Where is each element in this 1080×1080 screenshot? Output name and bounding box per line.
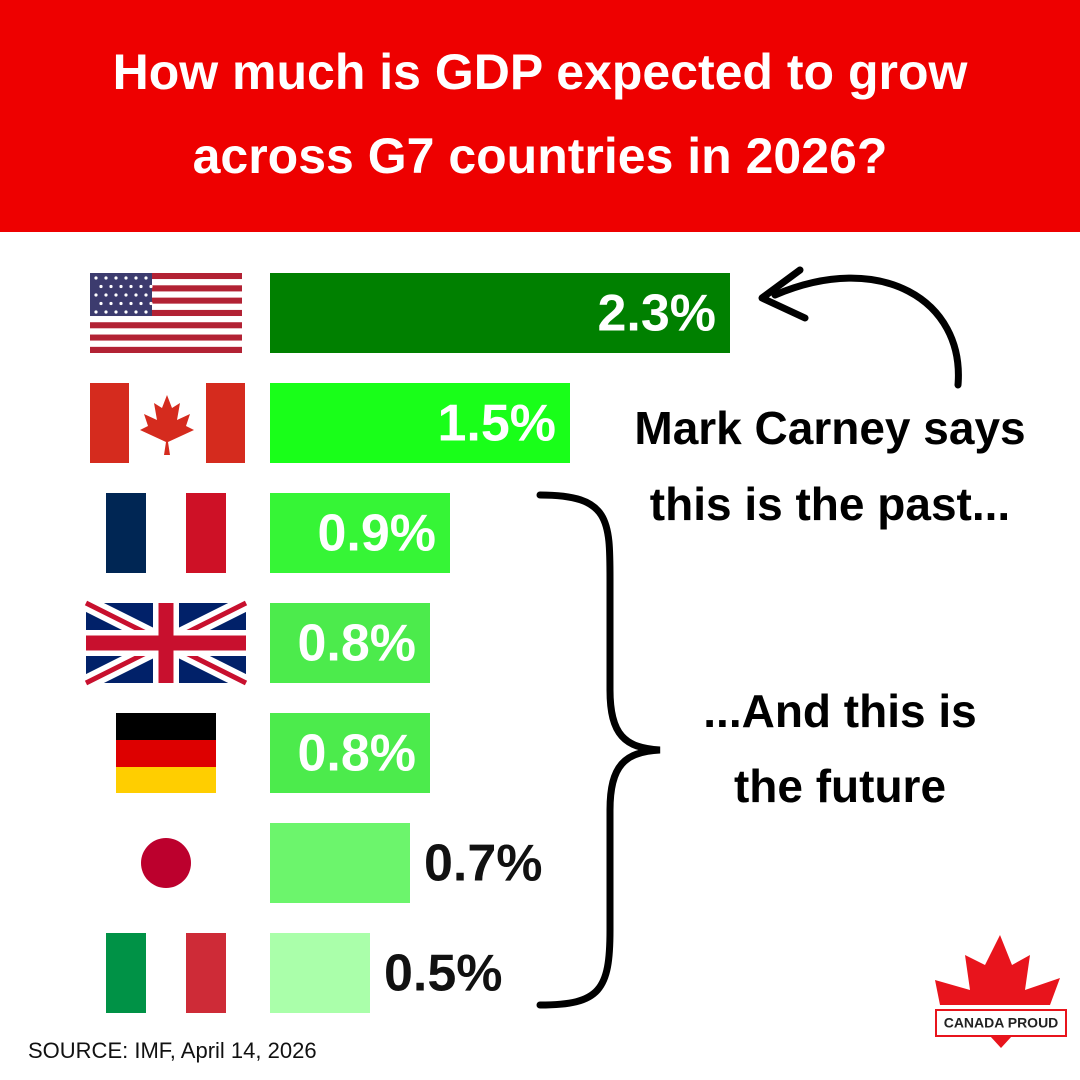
bar: [270, 383, 570, 463]
flags: [82, 273, 250, 1013]
flag-part: [86, 603, 246, 683]
flag-part: [90, 285, 242, 292]
flag-part: [114, 293, 118, 297]
flag-part: [94, 276, 98, 280]
flag-part: [114, 310, 118, 314]
flag-part: [206, 383, 245, 463]
bar: [270, 823, 410, 903]
flag-part: [90, 316, 242, 323]
flag-part: [94, 310, 98, 314]
flag-part: [104, 276, 108, 280]
flag-part: [124, 310, 128, 314]
arrowhead: [758, 266, 809, 322]
flag-part: [94, 293, 98, 297]
flag-part: [144, 276, 148, 280]
flag-part: [129, 284, 133, 289]
bar: [270, 603, 430, 683]
value-label: 0.8%: [297, 725, 416, 783]
flag-part: [146, 933, 186, 1013]
logo-stem: [990, 1036, 1012, 1048]
flag-part: [99, 284, 103, 289]
annotation: this is the past...: [650, 478, 1010, 530]
value-label: 0.8%: [297, 615, 416, 673]
logo: CANADA PROUD: [935, 935, 1067, 1048]
title-banner: [0, 0, 1080, 232]
bar: [270, 933, 370, 1013]
bar: [270, 713, 430, 793]
flag-part: [149, 284, 153, 289]
flag-part: [116, 767, 216, 793]
arrow: [771, 274, 962, 389]
flag-part: [134, 293, 138, 297]
brace: [536, 491, 661, 1009]
flag-part: [140, 395, 194, 455]
flag-part: [90, 303, 242, 310]
flag-part: [109, 301, 113, 306]
source: SOURCE: IMF, April 14, 2026: [28, 1038, 317, 1063]
flag-part: [90, 291, 242, 298]
annotation: Mark Carney says: [634, 402, 1025, 454]
flag-part: [149, 301, 153, 306]
flag-part: [90, 279, 242, 286]
flag-part: [114, 276, 118, 280]
flag-part: [144, 293, 148, 297]
flag-part: [104, 310, 108, 314]
value-label: 1.5%: [437, 395, 556, 453]
flag-part: [124, 293, 128, 297]
flag-part: [106, 493, 146, 573]
flag-part: [90, 383, 129, 463]
flag-part: [139, 284, 143, 289]
flag-part: [139, 301, 143, 306]
flag-part: [116, 713, 216, 740]
flag-part: [90, 340, 242, 347]
flag-part: [144, 310, 148, 314]
value-label: 0.5%: [384, 945, 503, 1003]
flag-part: [116, 740, 216, 767]
flag-part: [186, 933, 226, 1013]
flag-part: [146, 493, 186, 573]
flag-part: [186, 493, 226, 573]
flag-part: [141, 838, 191, 888]
flag-part: [90, 334, 242, 341]
flag-part: [129, 301, 133, 306]
annotation: the future: [734, 760, 946, 812]
flag-part: [124, 276, 128, 280]
flag-part: [119, 301, 123, 306]
flag-part: [90, 346, 242, 353]
chart-title: across G7 countries in 2026?: [193, 128, 888, 184]
value-label: 0.9%: [317, 505, 436, 563]
logo-text: CANADA PROUD: [944, 1015, 1059, 1031]
flag-part: [134, 310, 138, 314]
flag-part: [90, 297, 242, 304]
flag-part: [90, 309, 242, 317]
value-label: 2.3%: [597, 285, 716, 343]
logo-leaf: [935, 935, 1060, 1005]
flag-part: [134, 276, 138, 280]
chart-title: How much is GDP expected to grow: [113, 44, 968, 100]
flag-part: [99, 301, 103, 306]
flag-part: [90, 273, 242, 280]
flag-part: [106, 933, 146, 1013]
flag-part: [90, 322, 242, 329]
flag-part: [119, 284, 123, 289]
value-label: 0.7%: [424, 835, 543, 893]
bar: [270, 273, 730, 353]
flag-part: [90, 273, 152, 316]
flag-part: [90, 328, 242, 335]
bar: [270, 493, 450, 573]
annotation: ...And this is: [703, 685, 976, 737]
flag-part: [109, 284, 113, 289]
flag-part: [104, 293, 108, 297]
